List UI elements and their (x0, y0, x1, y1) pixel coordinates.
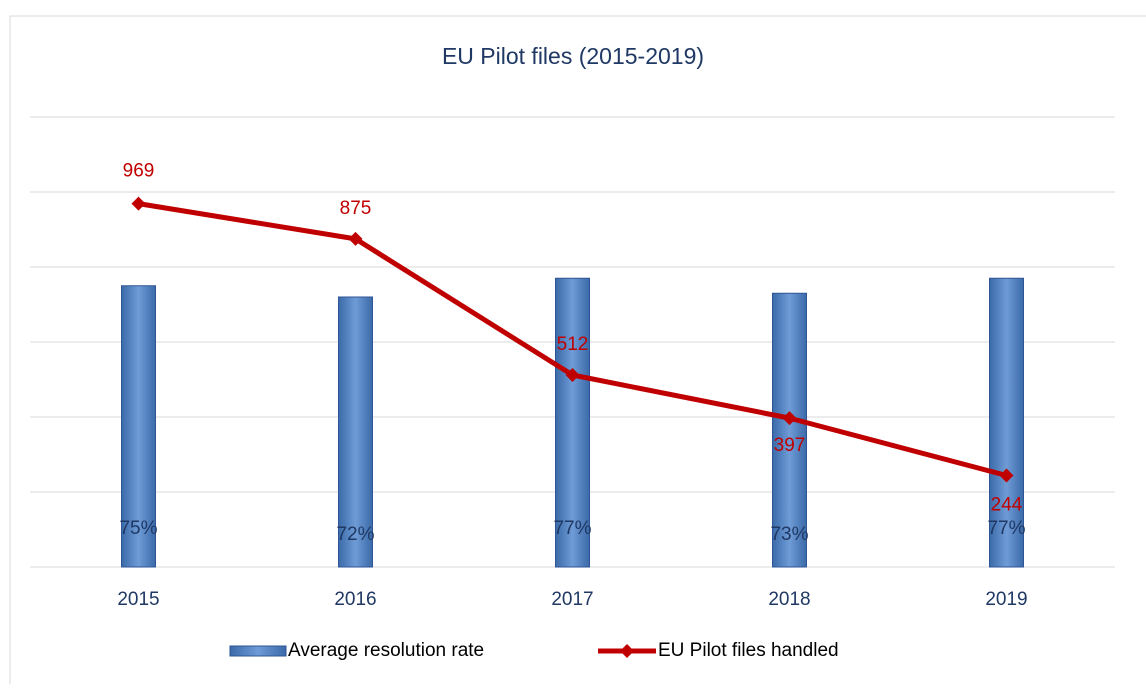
data-label: 244 (991, 495, 1023, 516)
legend-label: Average resolution rate (288, 640, 484, 661)
data-label: 397 (774, 435, 806, 456)
data-label: 75% (119, 518, 157, 539)
data-label: 77% (987, 518, 1025, 539)
bar (989, 277, 1024, 568)
bar (555, 277, 590, 568)
bar (121, 285, 156, 568)
x-tick-label: 2017 (551, 589, 593, 610)
legend-marker (620, 644, 634, 658)
x-tick-label: 2019 (985, 589, 1027, 610)
x-tick-label: 2015 (117, 589, 159, 610)
marker (348, 231, 363, 246)
data-label: 77% (553, 518, 591, 539)
data-label: 875 (340, 198, 372, 219)
marker (131, 196, 146, 211)
data-label: 969 (123, 161, 155, 182)
x-tick-label: 2018 (768, 589, 810, 610)
x-tick-label: 2016 (334, 589, 376, 610)
legend-swatch (229, 645, 287, 657)
marker (782, 411, 797, 426)
data-label: 73% (770, 524, 808, 545)
bar (338, 296, 373, 568)
marker (565, 368, 580, 382)
chart-title: EU Pilot files (2015-2019) (442, 43, 704, 69)
marker (999, 468, 1014, 483)
bar (772, 292, 807, 568)
legend-label: EU Pilot files handled (658, 640, 839, 661)
data-label: 72% (336, 524, 374, 545)
data-label: 512 (557, 334, 589, 355)
